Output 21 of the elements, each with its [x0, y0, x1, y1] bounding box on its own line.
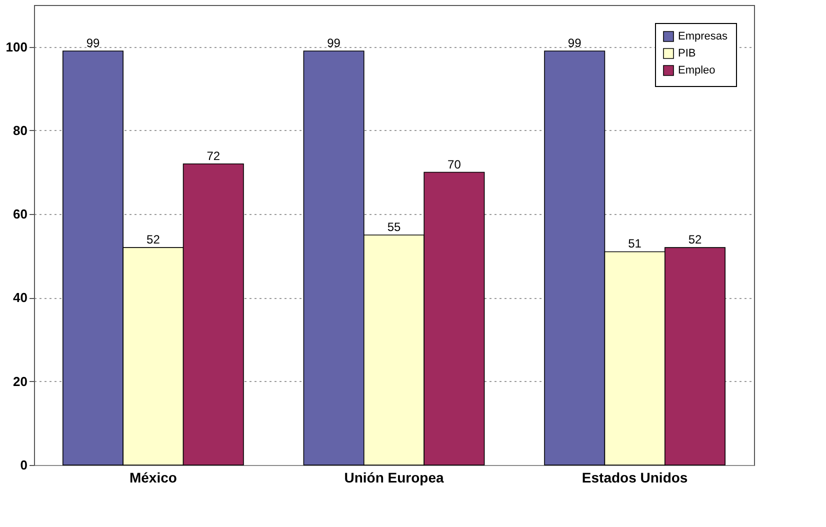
data-label: 51 — [628, 236, 642, 251]
y-tick-label: 100 — [6, 39, 28, 54]
data-label: 72 — [206, 148, 220, 163]
x-tick-label: Unión Europea — [344, 470, 444, 486]
legend-label: Empleo — [678, 64, 716, 76]
data-label: 52 — [146, 232, 160, 247]
data-label: 99 — [86, 36, 100, 50]
data-label: 99 — [568, 36, 582, 50]
x-tick-label: Estados Unidos — [582, 470, 688, 486]
legend-label: PIB — [678, 48, 696, 60]
y-tick-label: 60 — [13, 206, 28, 222]
y-tick-label: 80 — [13, 122, 28, 138]
y-tick-label: 40 — [13, 290, 28, 306]
x-tick-label: México — [129, 470, 177, 486]
data-label: 99 — [327, 36, 341, 50]
y-tick-label: 20 — [13, 374, 28, 389]
data-label: 55 — [387, 220, 401, 234]
y-tick-label: 0 — [20, 458, 28, 472]
data-label: 52 — [688, 232, 702, 247]
legend-label: Empresas — [678, 30, 728, 42]
data-label: 70 — [448, 157, 462, 172]
